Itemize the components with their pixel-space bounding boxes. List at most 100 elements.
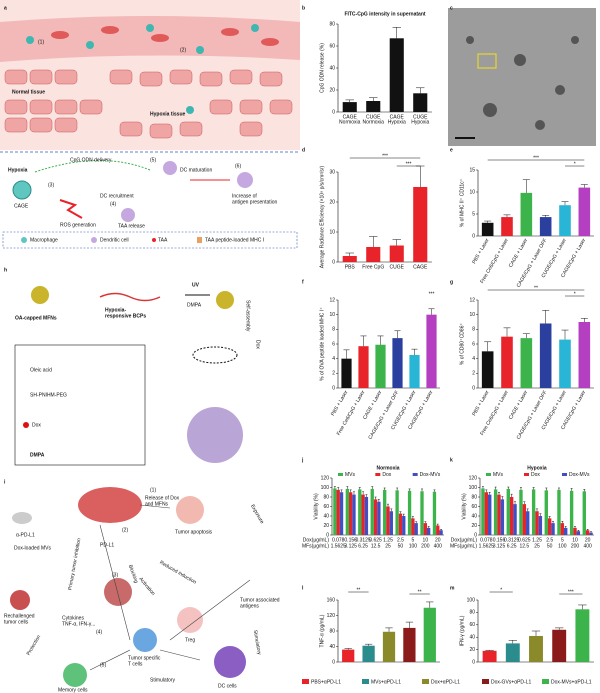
x-tick-label: 1.5625 <box>331 543 347 549</box>
panel-h-art <box>14 286 243 466</box>
y-tick-label: 20 <box>323 523 329 529</box>
y-tick-label: 2 <box>332 371 335 377</box>
bar <box>520 192 533 236</box>
shape <box>139 71 163 87</box>
bar <box>497 494 501 535</box>
x-tick-label: Hypoxia <box>411 119 429 125</box>
shape <box>4 69 28 85</box>
y-tick-label: 120 <box>321 475 330 481</box>
bar <box>389 511 393 535</box>
y-tick-label: 80 <box>323 494 329 500</box>
bar <box>362 645 375 662</box>
label: (4) <box>96 629 102 635</box>
legend-label: Dox+αPD-L1 <box>431 679 460 685</box>
error-bar <box>586 529 589 531</box>
y-axis-label: CpG ODN release (%) <box>319 43 325 93</box>
bar <box>526 511 530 535</box>
x-tick-label: CAGE <box>390 114 405 120</box>
legend-label: TAA <box>158 237 168 243</box>
shape <box>221 28 239 36</box>
bar <box>358 489 362 535</box>
x-tick-label: 1.5625 <box>479 543 495 549</box>
bar <box>413 187 428 262</box>
y-tick-label: 80 <box>329 21 335 27</box>
error-bar <box>405 621 414 628</box>
error-bar <box>374 496 377 500</box>
y-tick-label: 20 <box>329 199 335 205</box>
bar <box>413 93 428 112</box>
bar <box>439 530 443 535</box>
shape <box>4 69 293 139</box>
shape <box>54 69 78 85</box>
label: (3) <box>112 572 118 578</box>
bar <box>506 488 510 535</box>
x-tick-label: 0.625 <box>369 537 382 543</box>
y-tick-label: 0 <box>332 659 335 665</box>
bar <box>402 516 406 535</box>
significance-label: ** <box>534 285 538 291</box>
bar <box>585 530 590 535</box>
bar <box>559 205 571 236</box>
label: Self-assembly <box>245 300 251 332</box>
label: Memory cells <box>58 687 88 693</box>
error-bar <box>510 493 513 497</box>
bar <box>377 501 381 535</box>
shape <box>466 36 579 130</box>
bar <box>589 532 593 535</box>
bar <box>333 488 337 535</box>
y-tick-label: 80 <box>469 610 475 616</box>
x-tick-label: 25 <box>534 543 540 549</box>
shape <box>12 512 32 524</box>
panel-label: g <box>450 279 453 285</box>
shape <box>29 69 53 85</box>
x-tick-label: Normoxia <box>339 119 361 125</box>
x-tick-label: 3.125 <box>493 543 506 549</box>
y-tick-label: 80 <box>471 494 477 500</box>
bar <box>423 607 436 662</box>
panel-label: h <box>4 267 7 273</box>
legend-label: Dox-MVs+αPD-L1 <box>551 679 592 685</box>
y-axis-label: Viability (%) <box>461 493 467 520</box>
shape <box>121 208 135 222</box>
x-tick-label: 12.5 <box>519 543 529 549</box>
y-tick-label: 60 <box>329 43 335 49</box>
y-tick-label: 10 <box>329 229 335 235</box>
error-bar <box>522 179 530 193</box>
shape <box>535 120 545 130</box>
y-tick-label: 0 <box>472 385 475 391</box>
error-bar <box>522 333 530 339</box>
y-tick-label: 120 <box>469 475 478 481</box>
panel-label: b <box>302 5 305 11</box>
label: Hypoxia tissue <box>150 111 186 117</box>
bar <box>366 247 381 262</box>
error-bar <box>573 526 577 528</box>
shape <box>104 578 132 606</box>
x-tick-label: 2.5 <box>546 537 553 543</box>
label: Reduced induction <box>158 560 197 586</box>
shape <box>4 99 28 115</box>
x-tick-label: 20 <box>585 537 591 543</box>
bar <box>564 527 568 535</box>
bar <box>544 490 548 535</box>
error-bar <box>555 627 564 630</box>
error-bar <box>501 496 504 500</box>
label: Dox-loaded MVs <box>14 545 51 551</box>
y-tick-label: 20 <box>471 523 477 529</box>
x-tick-label: CUGE <box>413 114 428 120</box>
error-bar <box>497 492 501 495</box>
error-bar <box>557 487 560 490</box>
label: CpG ODN delivery <box>70 157 112 163</box>
x-tick-label: 6.25 <box>507 543 517 549</box>
x-tick-label: 400 <box>434 543 443 549</box>
significance-label: *** <box>568 589 574 595</box>
error-bar <box>349 489 352 493</box>
shape <box>21 237 27 243</box>
bar <box>501 336 513 388</box>
label: Primary tumor inhibition <box>67 538 82 591</box>
legend-swatch <box>375 473 381 476</box>
label: tumor cells <box>4 619 29 625</box>
label: DC maturation <box>180 167 212 173</box>
significance-label: * <box>500 587 502 593</box>
bar <box>501 217 513 236</box>
shape <box>448 8 596 146</box>
